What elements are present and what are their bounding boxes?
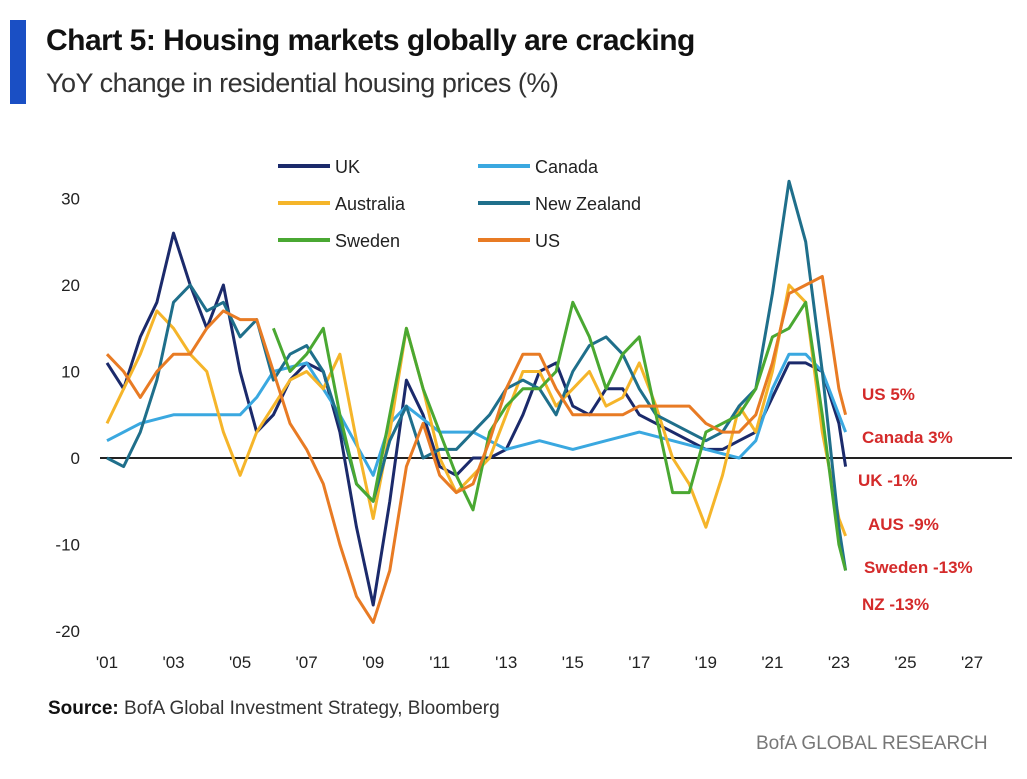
end-value-annotation: AUS -9% (868, 515, 939, 534)
legend-label: New Zealand (535, 194, 641, 214)
legend-label: UK (335, 157, 360, 177)
chart-title: Chart 5: Housing markets globally are cr… (46, 24, 695, 57)
legend-label: Australia (335, 194, 406, 214)
x-tick-label: '19 (695, 653, 717, 672)
x-tick-label: '17 (628, 653, 650, 672)
source-note: Source: BofA Global Investment Strategy,… (48, 698, 500, 720)
title-accent-bar (10, 20, 26, 104)
y-tick-label: 30 (61, 190, 80, 209)
x-tick-label: '21 (761, 653, 783, 672)
series-line-new-zealand (106, 179, 848, 571)
x-tick-label: '23 (828, 653, 850, 672)
series-line-canada (106, 352, 847, 477)
y-tick-label: 0 (71, 449, 80, 468)
y-tick-label: 20 (61, 276, 80, 295)
x-tick-label: '09 (362, 653, 384, 672)
source-text: BofA Global Investment Strategy, Bloombe… (124, 698, 500, 719)
x-tick-label: '13 (495, 653, 517, 672)
series-line-us (105, 274, 848, 624)
legend-label: Sweden (335, 231, 400, 251)
end-value-annotation: Canada 3% (862, 428, 953, 447)
x-tick-label: '27 (961, 653, 983, 672)
end-value-annotation: US 5% (862, 385, 915, 404)
chart-subtitle: YoY change in residential housing prices… (46, 68, 559, 98)
x-tick-label: '11 (429, 653, 450, 672)
x-tick-label: '01 (96, 653, 118, 672)
source-label: Source: (48, 698, 119, 719)
series-line-australia (105, 283, 847, 537)
x-tick-label: '25 (894, 653, 916, 672)
series-line-sweden (271, 300, 848, 571)
end-value-annotation: NZ -13% (862, 595, 929, 614)
x-tick-label: '07 (296, 653, 318, 672)
x-tick-label: '05 (229, 653, 251, 672)
legend-label: US (535, 231, 560, 251)
end-value-annotation: Sweden -13% (864, 558, 973, 577)
y-tick-label: -10 (55, 536, 80, 555)
y-tick-label: 10 (61, 363, 80, 382)
x-tick-label: '03 (162, 653, 184, 672)
y-tick-label: -20 (55, 622, 80, 641)
brand-footer: BofA GLOBAL RESEARCH (756, 733, 988, 754)
x-tick-label: '15 (562, 653, 584, 672)
end-value-annotation: UK -1% (858, 471, 918, 490)
legend-label: Canada (535, 157, 599, 177)
